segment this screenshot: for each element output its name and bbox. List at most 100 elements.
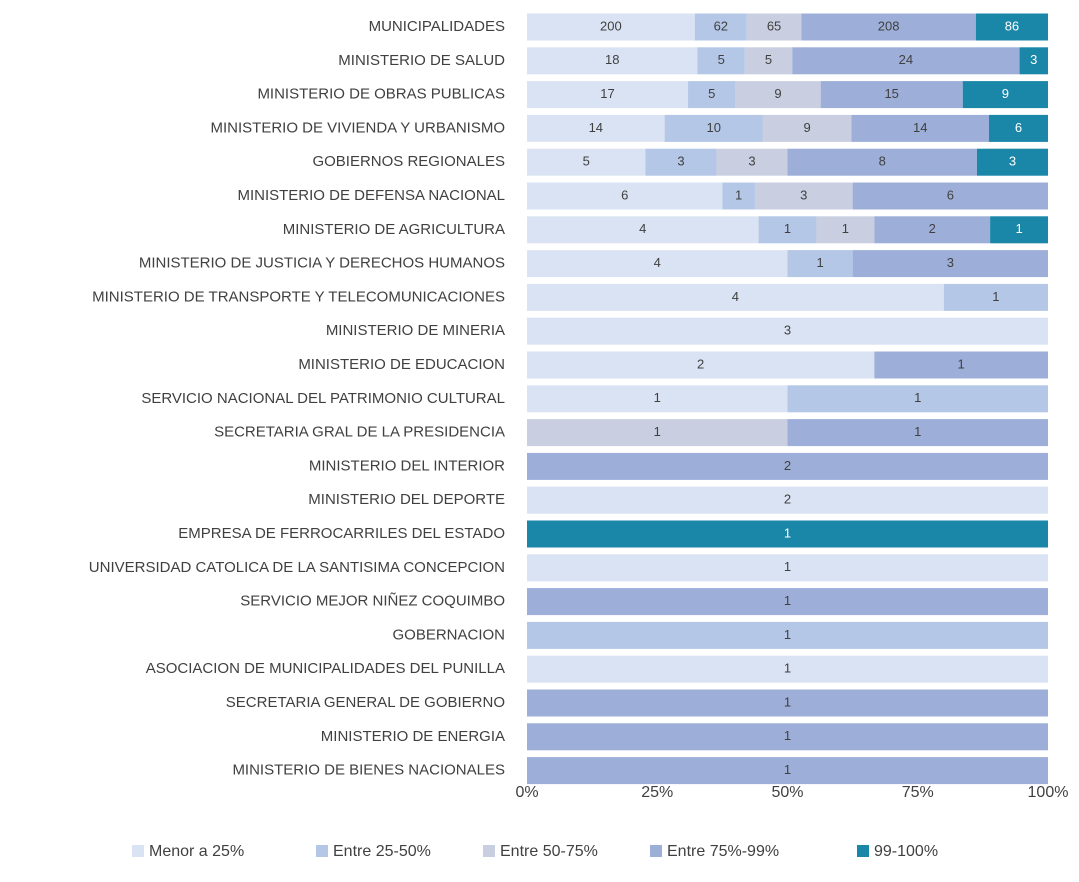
- data-label: 1: [958, 356, 965, 371]
- bar-segment: [527, 351, 875, 379]
- data-label: 86: [1005, 18, 1019, 33]
- bar-segment: [744, 47, 793, 75]
- bar-segment: [874, 216, 991, 244]
- bar-segment: [527, 182, 723, 210]
- category-label: UNIVERSIDAD CATOLICA DE LA SANTISIMA CON…: [89, 559, 505, 576]
- bar-segment: [697, 47, 745, 75]
- legend-swatch: [132, 845, 144, 857]
- bar-segment: [527, 419, 788, 447]
- data-label: 6: [947, 187, 954, 202]
- bar-segment: [527, 216, 759, 244]
- bar-segment: [527, 554, 1048, 582]
- bar-segment: [787, 385, 1048, 413]
- category-label: ASOCIACION DE MUNICIPALIDADES DEL PUNILL…: [146, 660, 505, 677]
- bar-segment: [852, 182, 1048, 210]
- data-label: 1: [784, 728, 791, 743]
- data-label: 1: [784, 661, 791, 676]
- data-label: 1: [816, 255, 823, 270]
- legend-label: Entre 25-50%: [333, 843, 431, 860]
- bar-segment: [787, 250, 853, 278]
- data-label: 5: [708, 86, 715, 101]
- data-label: 1: [735, 187, 742, 202]
- bar-segment: [787, 148, 977, 176]
- data-label: 9: [1002, 86, 1009, 101]
- data-label: 15: [884, 86, 898, 101]
- bar-segment: [527, 520, 1048, 548]
- bar-segment: [976, 148, 1048, 176]
- data-label: 1: [654, 390, 661, 405]
- bar-segment: [527, 655, 1048, 683]
- category-label: MUNICIPALIDADES: [369, 18, 505, 35]
- data-label: 1: [784, 221, 791, 236]
- bar-segment: [527, 148, 646, 176]
- data-label: 208: [878, 18, 900, 33]
- bar-segment: [746, 13, 802, 41]
- bar-segment: [722, 182, 755, 210]
- bar-segment: [527, 385, 788, 413]
- data-label: 5: [765, 52, 772, 67]
- data-label: 1: [842, 221, 849, 236]
- data-label: 1: [784, 593, 791, 608]
- data-label: 1: [784, 762, 791, 777]
- bar-segment: [989, 114, 1048, 142]
- bar-segment: [527, 283, 944, 311]
- legend-label: Menor a 25%: [149, 843, 244, 860]
- data-label: 1: [784, 627, 791, 642]
- x-tick-label: 25%: [641, 784, 673, 801]
- category-label: MINISTERIO DE AGRICULTURA: [283, 221, 505, 238]
- bar-segment: [527, 13, 695, 41]
- bar-segment: [527, 588, 1048, 616]
- bar-segment: [758, 216, 817, 244]
- bar-segment: [527, 621, 1048, 649]
- data-label: 1: [784, 559, 791, 574]
- bar-segment: [762, 114, 852, 142]
- bar-segment: [792, 47, 1020, 75]
- data-label: 3: [1009, 154, 1016, 169]
- category-label: MINISTERIO DE OBRAS PUBLICAS: [257, 86, 505, 103]
- bar-segment: [735, 81, 821, 109]
- data-label: 5: [583, 154, 590, 169]
- data-label: 2: [697, 356, 704, 371]
- data-label: 3: [677, 154, 684, 169]
- category-label: SERVICIO NACIONAL DEL PATRIMONIO CULTURA…: [141, 390, 505, 407]
- category-label: MINISTERIO DE VIVIENDA Y URBANISMO: [210, 119, 505, 136]
- data-label: 1: [914, 424, 921, 439]
- bar-segment: [527, 81, 689, 109]
- data-label: 6: [1015, 120, 1022, 135]
- data-label: 5: [718, 52, 725, 67]
- category-label: EMPRESA DE FERROCARRILES DEL ESTADO: [178, 525, 505, 542]
- category-label: MINISTERIO DE JUSTICIA Y DERECHOS HUMANO…: [139, 255, 505, 272]
- data-label: 8: [879, 154, 886, 169]
- data-label: 4: [639, 221, 646, 236]
- category-label: MINISTERIO DEL INTERIOR: [309, 457, 505, 474]
- data-label: 18: [605, 52, 619, 67]
- data-label: 2: [784, 492, 791, 507]
- x-tick-label: 50%: [771, 784, 803, 801]
- data-label: 1: [914, 390, 921, 405]
- bar-segment: [527, 757, 1048, 785]
- category-label: MINISTERIO DEL DEPORTE: [308, 491, 505, 508]
- data-label: 17: [600, 86, 614, 101]
- bar-segment: [801, 13, 976, 41]
- category-label: SECRETARIA GRAL DE LA PRESIDENCIA: [214, 424, 505, 441]
- bar-segment: [851, 114, 990, 142]
- bar-segment: [527, 452, 1048, 480]
- bar-segment: [694, 13, 747, 41]
- data-label: 4: [732, 289, 739, 304]
- data-label: 3: [784, 323, 791, 338]
- legend-label: Entre 75%-99%: [667, 843, 779, 860]
- category-label: MINISTERIO DE SALUD: [338, 52, 505, 69]
- data-label: 9: [774, 86, 781, 101]
- bar-segment: [688, 81, 736, 109]
- data-label: 1: [1015, 221, 1022, 236]
- data-label: 3: [748, 154, 755, 169]
- data-label: 62: [714, 18, 728, 33]
- data-label: 6: [621, 187, 628, 202]
- data-label: 14: [589, 120, 603, 135]
- data-label: 2: [784, 458, 791, 473]
- category-label: MINISTERIO DE MINERIA: [326, 322, 505, 339]
- bar-segment: [527, 486, 1048, 514]
- data-label: 1: [992, 289, 999, 304]
- category-label: GOBERNACION: [392, 626, 505, 643]
- data-label: 3: [947, 255, 954, 270]
